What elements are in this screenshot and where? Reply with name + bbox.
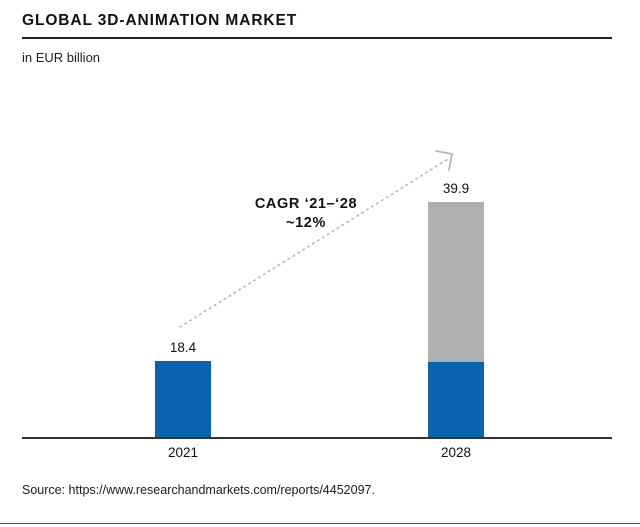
source-note: Source: https://www.researchandmarkets.c…: [22, 483, 375, 497]
footer-divider: [0, 523, 640, 524]
page-title: GLOBAL 3D-ANIMATION MARKET: [22, 12, 298, 29]
x-axis-tick-label-2021: 2021: [167, 445, 199, 460]
bar-2021: [155, 361, 211, 437]
bar-2028-growth-segment: [428, 202, 484, 362]
cagr-period-label: CAGR ‘21–‘28: [254, 196, 358, 212]
x-axis-tick-label-2028: 2028: [440, 445, 472, 460]
cagr-annotation: CAGR ‘21–‘28 ~12%: [232, 195, 380, 232]
title-divider: [22, 37, 612, 39]
x-axis-line: [22, 437, 612, 439]
bar-value-label-2028: 39.9: [442, 181, 470, 196]
chart-subtitle: in EUR billion: [22, 50, 101, 65]
cagr-rate-label: ~12%: [286, 214, 326, 231]
bar-2028-base-segment: [428, 362, 484, 437]
bar-value-label-2021: 18.4: [169, 340, 197, 355]
